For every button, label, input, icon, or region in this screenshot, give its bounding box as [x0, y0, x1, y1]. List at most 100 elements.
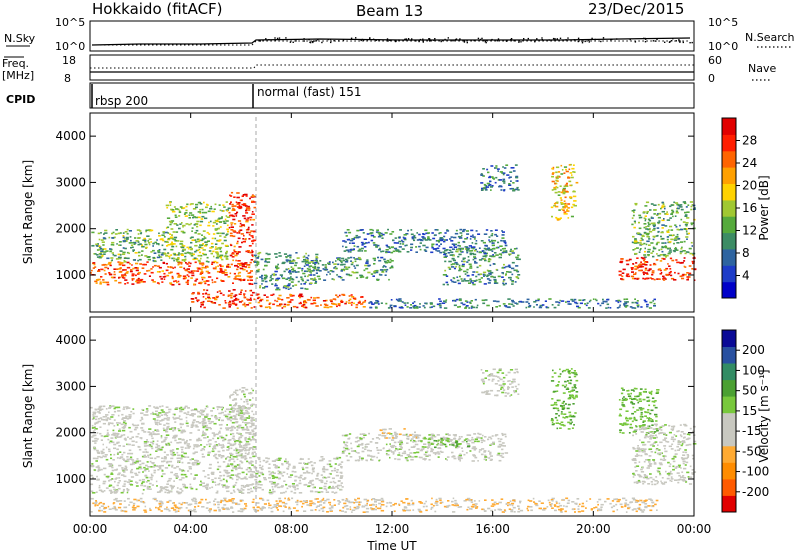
heatmap-cell [144, 264, 147, 266]
heatmap-cell [466, 261, 468, 263]
heatmap-cell [333, 458, 336, 460]
nsky-point [455, 39, 456, 40]
heatmap-cell [645, 248, 647, 250]
heatmap-cell [189, 439, 192, 441]
heatmap-cell [257, 298, 259, 300]
heatmap-cell [286, 261, 288, 263]
heatmap-cell [106, 459, 109, 461]
heatmap-cell [657, 222, 660, 224]
heatmap-cell [234, 223, 236, 225]
heatmap-cell [93, 458, 96, 460]
colorbar-swatch [722, 118, 736, 135]
heatmap-cell [462, 266, 465, 268]
heatmap-cell [326, 511, 329, 513]
heatmap-cell [183, 207, 186, 209]
heatmap-cell [431, 245, 433, 247]
heatmap-cell [158, 233, 160, 235]
nsky-point [361, 40, 362, 41]
heatmap-cell [124, 460, 127, 462]
heatmap-cell [676, 212, 679, 214]
heatmap-cell [475, 276, 477, 278]
heatmap-cell [369, 233, 372, 235]
nsky-point [542, 39, 543, 40]
heatmap-cell [195, 297, 197, 299]
heatmap-cell [329, 464, 331, 466]
heatmap-cell [100, 276, 102, 278]
heatmap-cell [168, 426, 170, 428]
heatmap-cell [250, 488, 252, 490]
heatmap-cell [195, 241, 197, 243]
heatmap-cell [621, 276, 623, 278]
heatmap-cell [512, 182, 514, 184]
heatmap-cell [488, 239, 490, 241]
heatmap-cell [645, 278, 648, 280]
heatmap-cell [150, 442, 153, 444]
heatmap-cell [191, 214, 194, 216]
heatmap-cell [265, 286, 268, 288]
heatmap-cell [128, 479, 130, 481]
heatmap-cell [170, 236, 173, 238]
colorbar-tick-label: 4 [742, 269, 750, 283]
heatmap-cell [499, 185, 502, 187]
heatmap-cell [247, 403, 249, 405]
heatmap-cell [429, 239, 432, 241]
heatmap-cell [151, 272, 154, 274]
heatmap-cell [622, 272, 625, 274]
heatmap-cell [241, 455, 244, 457]
heatmap-cell [635, 204, 637, 206]
heatmap-cell [325, 267, 327, 269]
heatmap-cell [119, 241, 122, 243]
heatmap-cell [263, 477, 266, 479]
heatmap-cell [266, 300, 269, 302]
heatmap-cell [491, 276, 494, 278]
heatmap-cell [490, 186, 493, 188]
heatmap-cell [121, 467, 123, 469]
heatmap-cell [642, 278, 644, 280]
heatmap-cell [146, 477, 149, 479]
heatmap-cell [132, 424, 134, 426]
heatmap-cell [235, 294, 238, 296]
heatmap-cell [108, 272, 110, 274]
nsky-point [676, 40, 677, 41]
heatmap-cell [226, 201, 228, 203]
heatmap-cell [672, 216, 674, 218]
heatmap-cell [276, 305, 279, 307]
heatmap-cell [179, 419, 182, 421]
heatmap-cell [194, 446, 196, 448]
heatmap-cell [361, 250, 363, 252]
heatmap-cell [202, 279, 204, 281]
heatmap-cell [346, 301, 348, 303]
heatmap-cell [167, 417, 170, 419]
heatmap-cell [453, 237, 456, 239]
heatmap-cell [470, 278, 472, 280]
heatmap-cell [690, 209, 692, 211]
heatmap-cell [508, 277, 511, 279]
heatmap-cell [631, 276, 634, 278]
heatmap-cell [140, 427, 143, 429]
heatmap-cell [230, 430, 233, 432]
heatmap-cell [199, 240, 201, 242]
heatmap-cell [348, 232, 351, 234]
heatmap-cell [246, 469, 249, 471]
heatmap-cell [684, 212, 687, 214]
heatmap-cell [233, 289, 236, 291]
heatmap-cell [200, 302, 202, 304]
heatmap-cell [176, 224, 178, 226]
heatmap-cell [270, 473, 272, 475]
heatmap-cell [686, 231, 688, 233]
heatmap-cell [246, 427, 248, 429]
heatmap-cell [132, 436, 135, 438]
heatmap-cell [249, 217, 252, 219]
heatmap-cell [178, 215, 180, 217]
heatmap-cell [341, 510, 344, 512]
heatmap-cell [322, 469, 325, 471]
heatmap-cell [137, 260, 139, 262]
heatmap-cell [203, 202, 205, 204]
heatmap-cell [232, 410, 235, 412]
heatmap-cell [217, 254, 220, 256]
heatmap-cell [138, 472, 140, 474]
heatmap-cell [273, 472, 276, 474]
heatmap-cell [186, 223, 189, 225]
heatmap-cell [236, 243, 238, 245]
heatmap-cell [662, 205, 665, 207]
